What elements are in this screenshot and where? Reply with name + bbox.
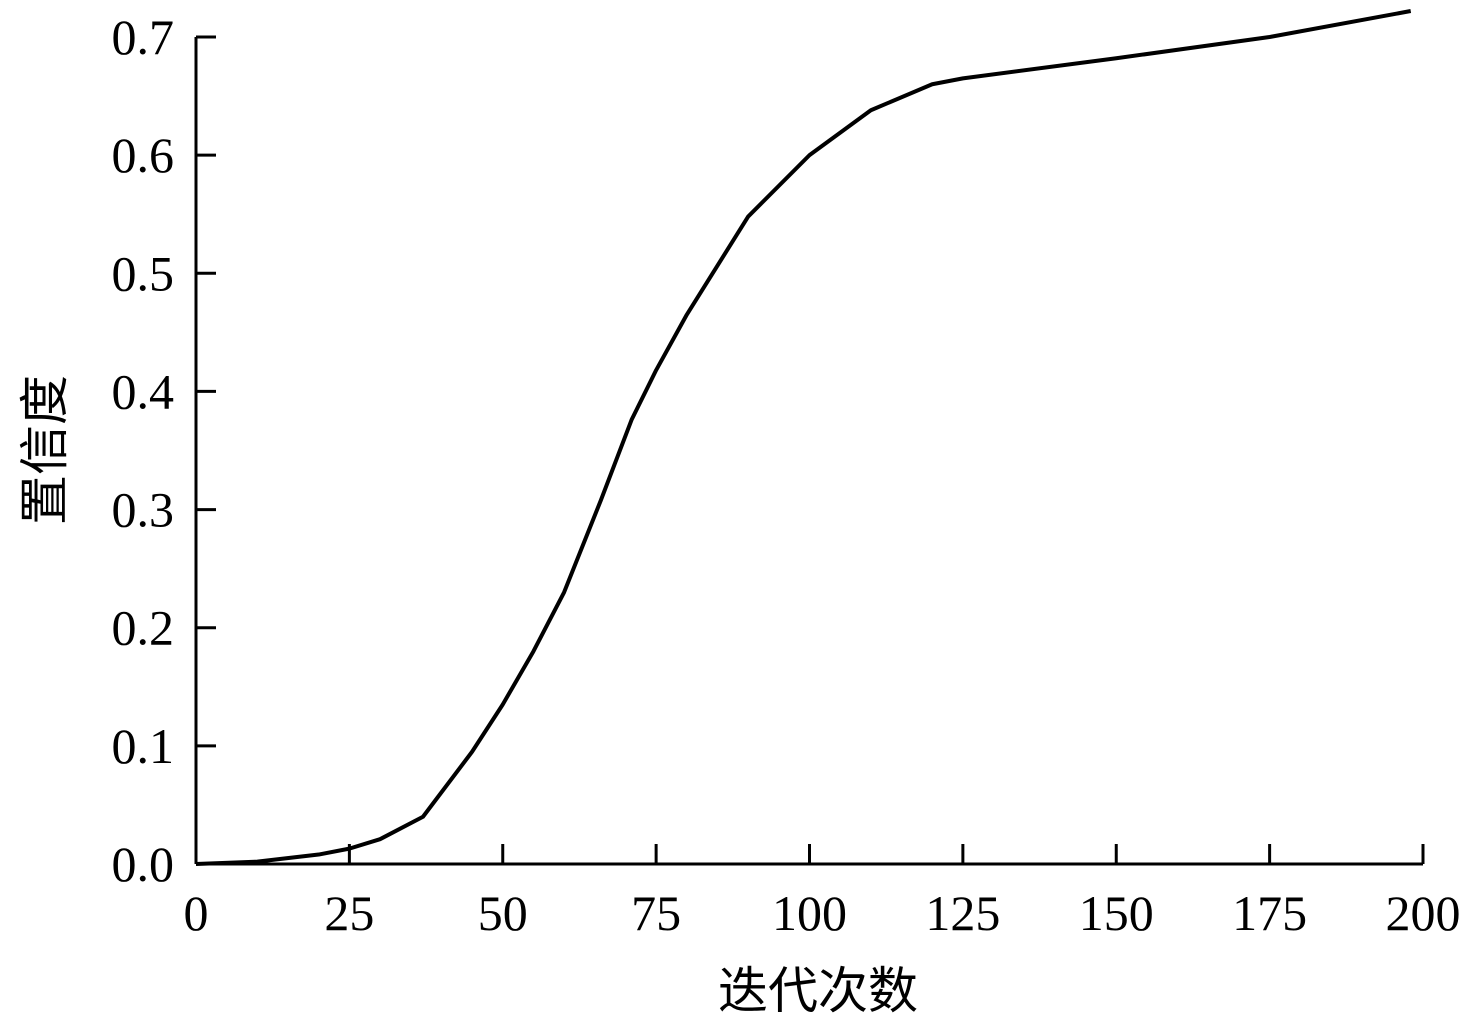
y-axis-label: 置信度: [17, 375, 73, 525]
x-tick-label: 125: [925, 885, 1000, 941]
x-tick-label: 150: [1079, 885, 1154, 941]
x-tick-label: 0: [184, 885, 209, 941]
y-tick-label: 0.7: [112, 9, 175, 65]
y-tick-label: 0.2: [112, 600, 175, 656]
y-tick-label: 0.4: [112, 363, 175, 419]
data-line: [195, 9, 1412, 866]
x-axis-label: 迭代次数: [718, 963, 918, 1019]
x-tick-label: 75: [631, 885, 681, 941]
y-tick-label: 0.6: [112, 127, 175, 183]
x-tick-label: 200: [1386, 885, 1461, 941]
x-tick-label: 50: [478, 885, 528, 941]
y-tick-label: 0.0: [112, 836, 175, 892]
y-tick-label: 0.1: [112, 718, 175, 774]
x-tick-label: 175: [1232, 885, 1307, 941]
x-tick-label: 100: [772, 885, 847, 941]
x-tick-label: 25: [324, 885, 374, 941]
y-tick-label: 0.3: [112, 482, 175, 538]
y-tick-label: 0.5: [112, 245, 175, 301]
